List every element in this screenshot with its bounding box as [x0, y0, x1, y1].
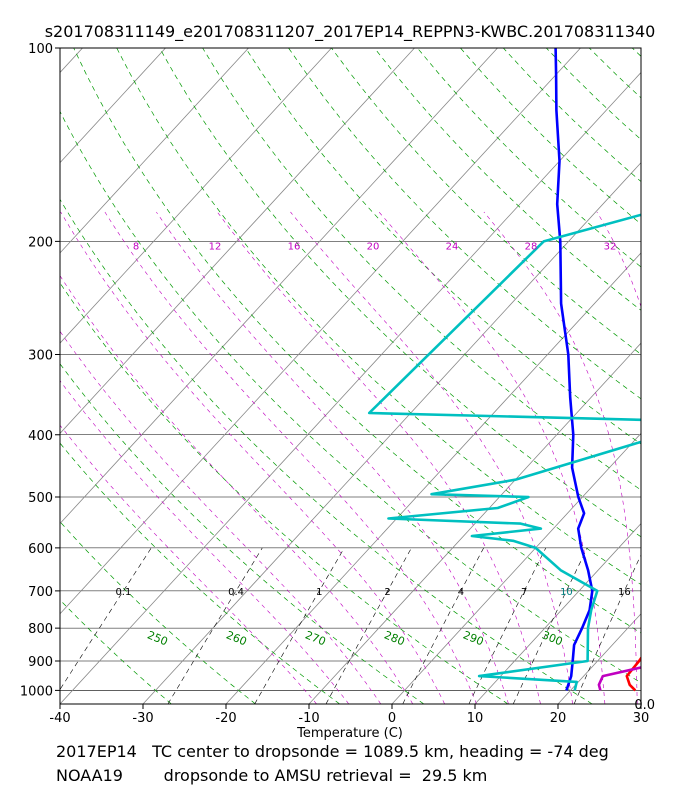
isotherm-line	[142, 162, 641, 704]
isotherm-line	[60, 71, 641, 704]
series-line-4	[367, 213, 641, 691]
x-tick-label: 10	[467, 711, 484, 726]
dry-adiabat-line	[60, 282, 509, 704]
y-tick-label: 500	[28, 491, 53, 506]
dry-adiabat-line	[73, 48, 641, 634]
moist-adiabat-line	[378, 211, 606, 704]
isotherm-line	[60, 48, 581, 615]
series-line-1	[625, 656, 641, 692]
isotherm-line	[60, 48, 498, 525]
mixing-ratio-label: 0.1	[115, 587, 131, 598]
dry-adiabat-label: 270	[303, 629, 327, 649]
dry-adiabat-line	[503, 48, 641, 183]
chart-title: s201708311149_e201708311207_2017EP14_REP…	[45, 22, 656, 42]
isotherm-line	[60, 48, 415, 434]
series-line-2	[597, 666, 641, 691]
mixing-ratio-label: 2	[384, 587, 390, 598]
skew-t-chart: s201708311149_e201708311207_2017EP14_REP…	[20, 22, 700, 740]
x-tick-label: -20	[215, 711, 236, 726]
dry-adiabat-line	[60, 110, 641, 684]
x-axis-label: Temperature (C)	[296, 726, 403, 740]
dry-adiabat-line	[60, 442, 340, 704]
corner-label: 0.0	[634, 698, 655, 713]
isotherm-line	[225, 252, 641, 704]
dry-adiabat-line	[288, 48, 641, 400]
y-tick-label: 300	[28, 348, 53, 363]
mixing-ratio-line	[402, 547, 484, 704]
y-tick-label: 900	[28, 655, 53, 670]
dry-adiabat-line	[331, 48, 641, 355]
isotherm-line	[60, 48, 166, 164]
moist-adiabat-label: 32	[604, 241, 617, 252]
moist-adiabat-label: 12	[209, 241, 222, 252]
x-tick-label: -40	[49, 711, 70, 726]
mixing-ratio-label: 16	[618, 587, 631, 598]
dry-adiabat-line	[202, 48, 641, 491]
mixing-ratio-label: 10	[560, 587, 573, 598]
dry-adiabat-label: 290	[461, 629, 485, 649]
plot-frame	[59, 47, 642, 705]
moist-adiabat-line	[60, 275, 414, 704]
mixing-ratio-label: 7	[521, 587, 527, 598]
dry-adiabat-line	[245, 48, 641, 445]
isotherm-line	[60, 48, 332, 344]
moist-adiabat-line	[156, 211, 509, 704]
mixing-ratio-label: 1	[316, 587, 322, 598]
mixing-ratio-label: 0.4	[228, 587, 244, 598]
series-line-3	[554, 48, 594, 691]
isotherm-line	[557, 613, 641, 704]
moist-adiabat-line	[290, 211, 573, 704]
dry-adiabat-label: 260	[224, 629, 248, 649]
y-tick-label: 400	[28, 429, 53, 444]
isotherm-line	[474, 522, 641, 704]
mixing-ratio-label: 4	[458, 587, 464, 598]
isotherm-line	[640, 703, 641, 704]
dry-adiabat-line	[675, 48, 700, 704]
y-tick-label: 100	[28, 42, 53, 57]
x-tick-label: 0	[388, 711, 396, 726]
moist-adiabat-line	[217, 211, 541, 704]
isotherm-line	[391, 432, 641, 704]
moist-adiabat-label: 8	[133, 241, 139, 252]
moist-adiabat-line	[483, 211, 638, 704]
mixing-ratio-line	[468, 547, 547, 704]
dry-adiabat-line	[460, 48, 641, 225]
dry-adiabat-line	[60, 599, 172, 704]
y-tick-label: 600	[28, 542, 53, 557]
dry-adiabat-line	[631, 48, 641, 57]
x-tick-label: -30	[132, 711, 153, 726]
dry-adiabat-line	[116, 48, 641, 585]
caption-line-2: NOAA19 dropsonde to AMSU retrieval = 29.…	[56, 766, 488, 785]
moist-adiabat-line	[60, 380, 350, 704]
x-tick-label: 20	[550, 711, 567, 726]
moist-adiabat-line	[104, 211, 477, 704]
dry-adiabat-label: 250	[145, 629, 169, 649]
moist-adiabat-label: 16	[288, 241, 301, 252]
caption-line-1: 2017EP14 TC center to dropsonde = 1089.5…	[56, 742, 609, 761]
y-tick-label: 700	[28, 585, 53, 600]
y-tick-label: 800	[28, 622, 53, 637]
y-tick-label: 1000	[20, 684, 53, 699]
dry-adiabat-line	[159, 48, 641, 538]
dry-adiabat-line	[588, 48, 641, 99]
moist-adiabat-line	[596, 211, 641, 308]
moist-adiabat-line	[60, 330, 382, 704]
x-tick-label: -10	[298, 711, 319, 726]
mixing-ratio-line	[512, 547, 588, 704]
isotherm-line	[60, 48, 83, 74]
mixing-ratio-line	[325, 547, 412, 704]
moist-adiabat-label: 28	[525, 241, 538, 252]
moist-adiabat-label: 20	[367, 241, 380, 252]
moist-adiabat-label: 24	[446, 241, 459, 252]
y-tick-label: 200	[28, 235, 53, 250]
isotherm-line	[60, 48, 249, 254]
dry-adiabat-line	[60, 198, 593, 704]
dry-adiabat-line	[60, 363, 425, 704]
dry-adiabat-line	[374, 48, 641, 311]
mixing-ratio-line	[60, 547, 152, 691]
x-tick-label: 30	[633, 711, 650, 726]
mixing-ratio-line	[573, 554, 641, 704]
